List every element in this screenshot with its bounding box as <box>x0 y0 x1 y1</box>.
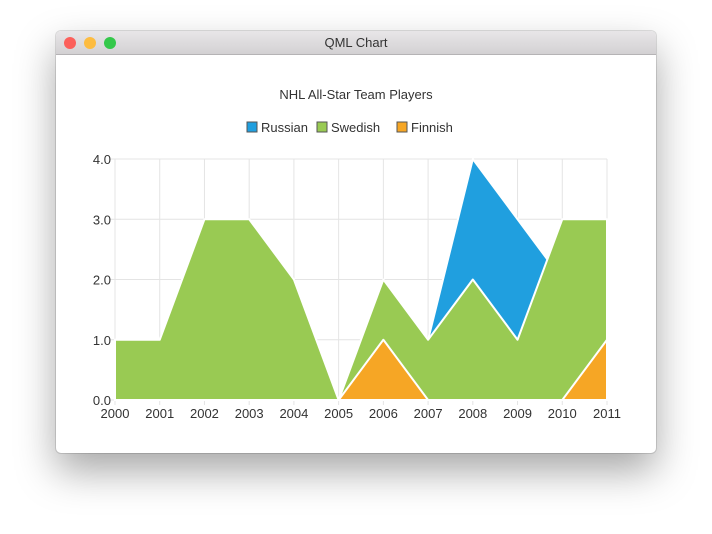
x-tick-label: 2006 <box>369 406 398 421</box>
x-tick-label: 2001 <box>145 406 174 421</box>
y-tick-label: 2.0 <box>93 273 111 288</box>
x-tick-label: 2009 <box>503 406 532 421</box>
legend-label: Swedish <box>331 120 380 135</box>
area-finnish <box>114 338 608 401</box>
x-tick-label: 2003 <box>235 406 264 421</box>
legend-label: Finnish <box>411 120 453 135</box>
legend-marker-swedish <box>316 121 328 133</box>
x-tick-label: 2005 <box>324 406 353 421</box>
chart-title: NHL All-Star Team Players <box>279 87 433 102</box>
legend-marker-russian <box>246 121 258 133</box>
x-tick-label: 2007 <box>414 406 443 421</box>
x-tick-label: 2000 <box>101 406 130 421</box>
y-tick-label: 4.0 <box>93 152 111 167</box>
window-title: QML Chart <box>324 35 388 50</box>
title-bar: QML Chart <box>56 31 656 55</box>
zoom-button[interactable] <box>104 37 116 49</box>
x-tick-label: 2010 <box>548 406 577 421</box>
x-tick-label: 2008 <box>458 406 487 421</box>
legend-label: Russian <box>261 120 308 135</box>
close-button[interactable] <box>64 37 76 49</box>
x-tick-label: 2002 <box>190 406 219 421</box>
legend-marker-finnish <box>396 121 408 133</box>
y-tick-label: 1.0 <box>93 333 111 348</box>
x-tick-label: 2011 <box>593 406 621 421</box>
y-tick-label: 3.0 <box>93 212 111 227</box>
x-tick-label: 2004 <box>279 406 308 421</box>
area-swedish <box>114 218 608 401</box>
minimize-button[interactable] <box>84 37 96 49</box>
y-tick-label: 0.0 <box>93 393 111 408</box>
